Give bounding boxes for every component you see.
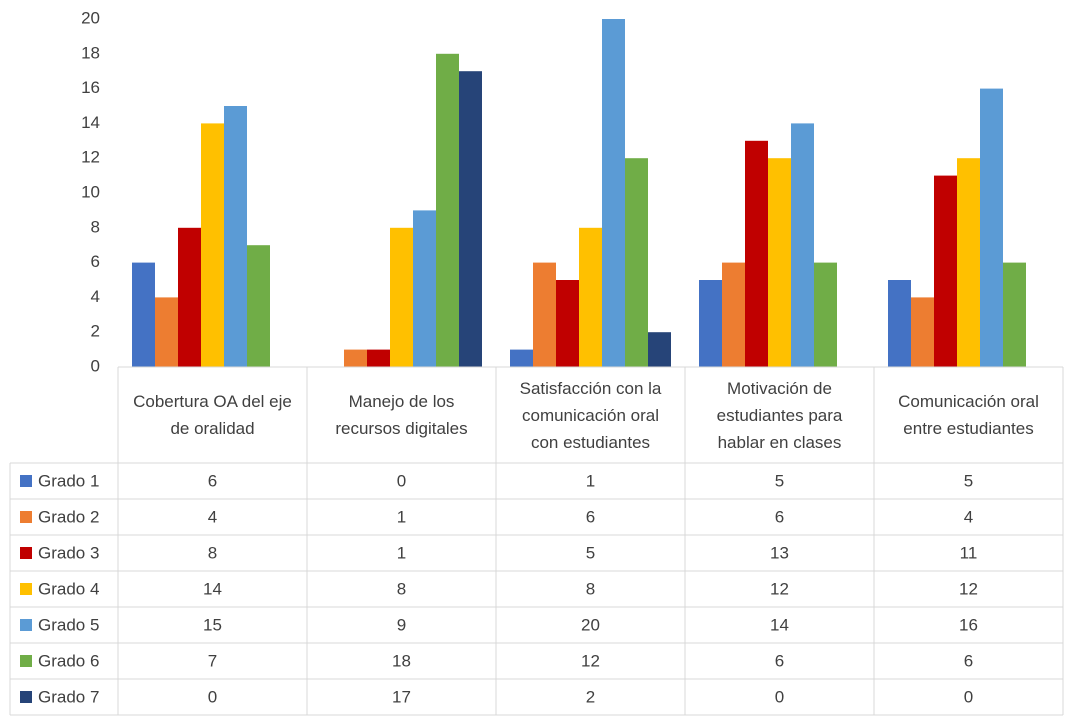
table-value: 6 — [964, 651, 973, 670]
bar — [344, 349, 367, 367]
table-value: 14 — [203, 579, 222, 598]
y-tick-label: 6 — [91, 252, 100, 271]
table-value: 1 — [397, 543, 406, 562]
table-value: 14 — [770, 615, 789, 634]
table-value: 12 — [581, 651, 600, 670]
bar — [648, 332, 671, 367]
bar — [556, 280, 579, 367]
legend-label: Grado 1 — [38, 471, 99, 490]
table-value: 6 — [208, 471, 217, 490]
category-label: Comunicación oral entre estudiantes — [898, 392, 1039, 438]
legend-key — [20, 475, 32, 487]
table-value: 20 — [581, 615, 600, 634]
table-value: 18 — [392, 651, 411, 670]
table-value: 17 — [392, 687, 411, 706]
table-value: 5 — [586, 543, 595, 562]
table-value: 6 — [586, 507, 595, 526]
bar — [459, 71, 482, 367]
y-tick-label: 2 — [91, 322, 100, 341]
bar — [178, 227, 201, 367]
table-value: 4 — [208, 507, 217, 526]
bar — [155, 297, 178, 367]
y-tick-label: 14 — [81, 113, 100, 132]
legend-label: Grado 7 — [38, 687, 99, 706]
legend-key — [20, 619, 32, 631]
table-value: 0 — [397, 471, 406, 490]
table-value: 8 — [397, 579, 406, 598]
bar — [980, 88, 1003, 367]
legend-label: Grado 3 — [38, 543, 99, 562]
category-label: Motivación de estudiantes para hablar en… — [716, 378, 843, 452]
bar — [745, 140, 768, 367]
bar — [1003, 262, 1026, 367]
table-value: 13 — [770, 543, 789, 562]
bar — [579, 227, 602, 367]
table-value: 0 — [964, 687, 973, 706]
bar — [911, 297, 934, 367]
bar — [602, 19, 625, 367]
legend-key — [20, 655, 32, 667]
table-value: 6 — [775, 651, 784, 670]
category-label: Cobertura OA del eje de oralidad — [133, 392, 292, 438]
table-value: 9 — [397, 615, 406, 634]
legend-key — [20, 691, 32, 703]
bar — [413, 210, 436, 367]
y-tick-label: 18 — [81, 43, 100, 62]
y-tick-label: 16 — [81, 78, 100, 97]
table-value: 8 — [208, 543, 217, 562]
table-value: 12 — [959, 579, 978, 598]
y-tick-label: 0 — [91, 356, 100, 375]
bar — [888, 280, 911, 367]
legend-label: Grado 5 — [38, 615, 99, 634]
bar — [224, 106, 247, 367]
bar — [768, 158, 791, 367]
category-label: Manejo de los recursos digitales — [335, 392, 468, 438]
table-value: 16 — [959, 615, 978, 634]
bar — [625, 158, 648, 367]
bar — [533, 262, 556, 367]
y-tick-label: 12 — [81, 148, 100, 167]
table-value: 6 — [775, 507, 784, 526]
bar — [247, 245, 270, 367]
table-value: 5 — [775, 471, 784, 490]
legend-key — [20, 547, 32, 559]
legend-key — [20, 583, 32, 595]
y-tick-label: 4 — [91, 287, 100, 306]
table-value: 2 — [586, 687, 595, 706]
legend-label: Grado 6 — [38, 651, 99, 670]
bar — [957, 158, 980, 367]
table-value: 11 — [960, 543, 978, 562]
y-tick-label: 8 — [91, 217, 100, 236]
table-value: 8 — [586, 579, 595, 598]
legend-label: Grado 2 — [38, 507, 99, 526]
table-value: 0 — [208, 687, 217, 706]
bar — [390, 227, 413, 367]
y-tick-label: 20 — [81, 8, 100, 27]
legend-label: Grado 4 — [38, 579, 99, 598]
table-value: 5 — [964, 471, 973, 490]
table-value: 1 — [586, 471, 595, 490]
bar — [132, 262, 155, 367]
bar — [201, 123, 224, 368]
bar — [699, 280, 722, 367]
bar — [367, 349, 390, 367]
table-value: 4 — [964, 507, 973, 526]
bar — [722, 262, 745, 367]
bar — [934, 175, 957, 367]
bar — [814, 262, 837, 367]
bar — [510, 349, 533, 367]
table-value: 7 — [208, 651, 217, 670]
bar — [791, 123, 814, 368]
category-label: Satisfacción con la comunicación oral co… — [519, 378, 662, 452]
table-value: 15 — [203, 615, 222, 634]
table-value: 1 — [397, 507, 406, 526]
legend-key — [20, 511, 32, 523]
bar — [436, 53, 459, 368]
table-value: 12 — [770, 579, 789, 598]
y-tick-label: 10 — [81, 182, 100, 201]
table-value: 0 — [775, 687, 784, 706]
